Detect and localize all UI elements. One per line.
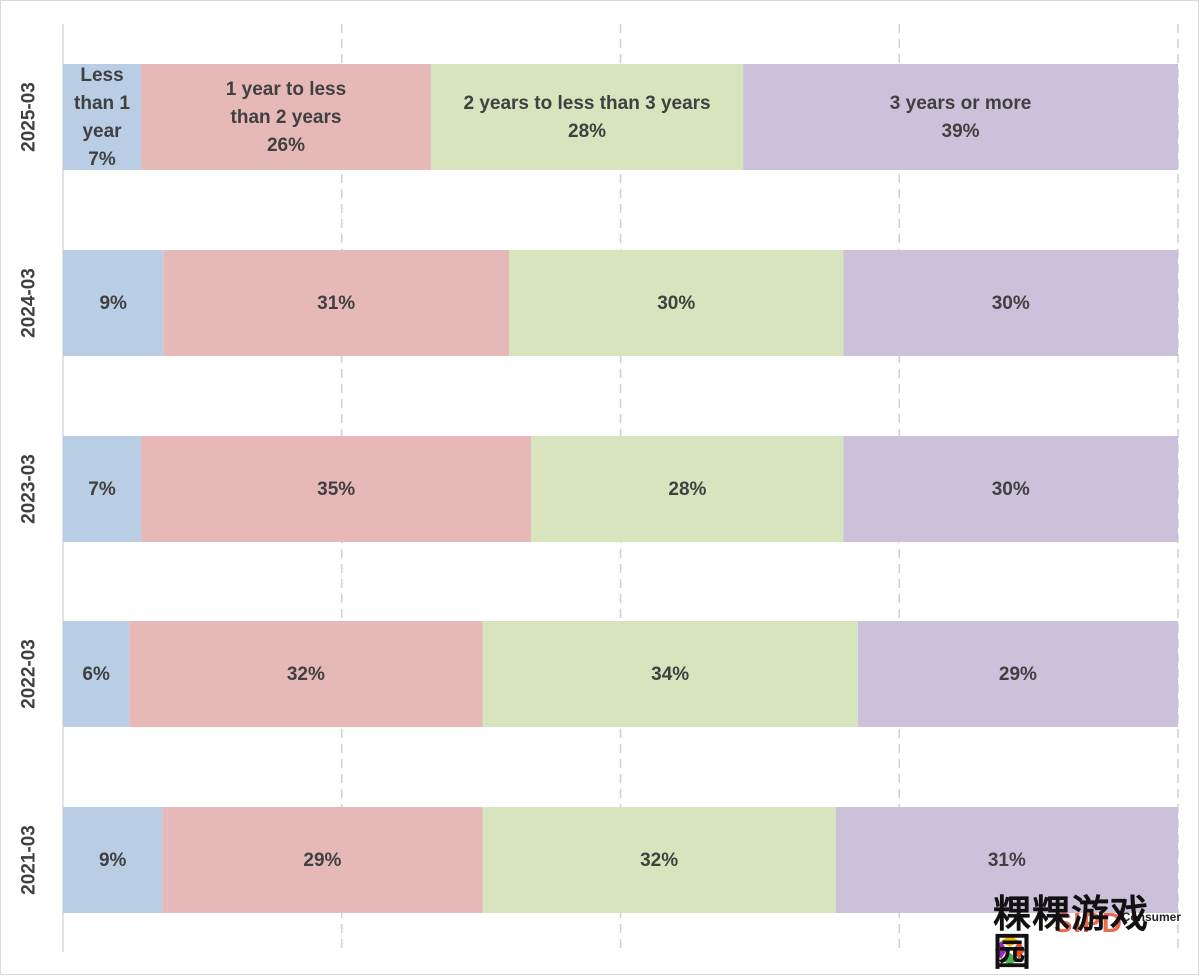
bar-2025-03-series-0 [63,64,142,170]
data-label-2024-03-series-1: 31% [317,293,355,314]
bar-2025-03-series-2 [430,64,744,170]
y-tick-label-2023-03: 2023-03 [19,454,40,524]
watermark-logo-icon [995,935,1025,965]
y-tick-label-2025-03: 2025-03 [19,82,40,152]
bar-2022-03-series-0 [63,621,130,727]
bar-2022-03-series-3 [857,621,1178,727]
data-label-2022-03-series-3: 29% [999,664,1037,685]
bar-2024-03-series-2 [509,250,844,356]
bar-2023-03-series-0 [63,436,142,542]
data-label-2023-03-series-1: 35% [317,479,355,500]
bar-2021-03-series-1 [162,807,483,913]
bar-2021-03-series-0 [63,807,163,913]
watermark-sub: Consumer [1121,910,1181,924]
data-label-2025-03-series-0: Less than 1 year 7% [74,65,130,170]
watermark-brand: SIPD [1053,907,1123,938]
bar-2021-03-series-2 [482,807,836,913]
bar-2025-03-series-3 [743,64,1178,170]
y-tick-label-2022-03: 2022-03 [19,639,40,709]
watermark-main: 粿粿游戏园 [993,892,1150,974]
data-label-2023-03-series-2: 28% [668,479,706,500]
y-tick-label-2021-03: 2021-03 [19,825,40,895]
data-label-2021-03-series-1: 29% [303,850,341,871]
data-label-2024-03-series-2: 30% [657,293,695,314]
data-label-2023-03-series-3: 30% [992,479,1030,500]
bar-2023-03-series-2 [531,436,844,542]
data-label-2022-03-series-0: 6% [82,664,110,685]
data-label-2022-03-series-2: 34% [651,664,689,685]
bar-2022-03-series-2 [482,621,858,727]
bar-2022-03-series-1 [129,621,483,727]
data-label-2024-03-series-0: 9% [99,293,127,314]
data-label-2021-03-series-3: 31% [988,850,1026,871]
data-label-2025-03-series-3: 3 years or more 39% [890,93,1032,142]
bar-2023-03-series-3 [843,436,1178,542]
data-label-2021-03-series-0: 9% [99,850,127,871]
y-tick-label-2024-03: 2024-03 [19,268,40,338]
bar-2024-03-series-1 [163,250,509,356]
data-label-2025-03-series-2: 2 years to less than 3 years 28% [463,93,710,142]
data-label-2025-03-series-1: 1 year to less than 2 years 26% [226,79,346,156]
bar-2025-03-series-1 [141,64,431,170]
data-label-2023-03-series-0: 7% [88,479,116,500]
data-label-2024-03-series-3: 30% [992,293,1030,314]
watermark: SIPD Consumer 粿粿游戏园 [993,895,1193,971]
data-label-2022-03-series-1: 32% [287,664,325,685]
bar-2023-03-series-1 [141,436,532,542]
bar-2024-03-series-3 [843,250,1178,356]
data-label-2021-03-series-2: 32% [640,850,678,871]
bar-2021-03-series-3 [835,807,1178,913]
bar-2024-03-series-0 [63,250,164,356]
